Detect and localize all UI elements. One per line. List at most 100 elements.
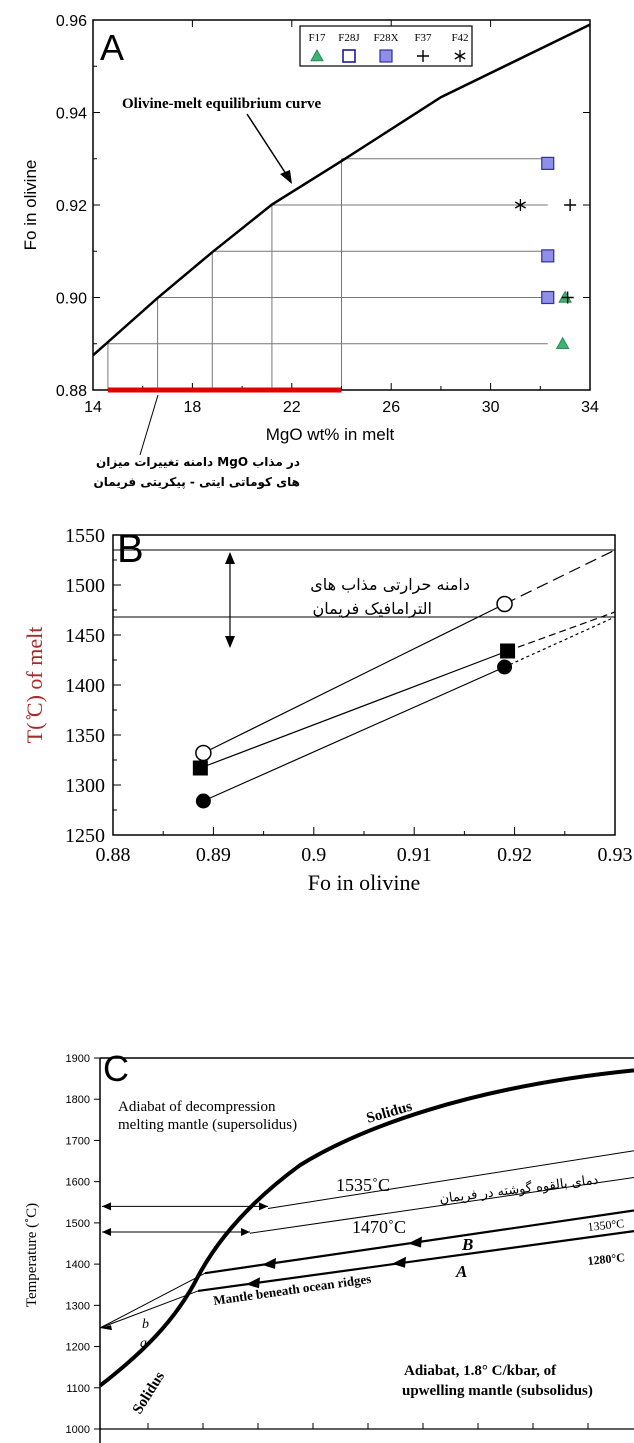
panel-b-point <box>192 760 208 776</box>
panel-a-legend-label: F17 <box>308 32 326 44</box>
panel-c-arrowhead-b-1 <box>262 1257 276 1269</box>
panel-c-adiabat-1470 <box>249 1177 634 1234</box>
panel-c-ytick-label: 1300 <box>66 1300 90 1312</box>
panel-c-adiabat-super-1: Adiabat of decompression <box>118 1099 276 1115</box>
panel-c-arrowhead-left <box>100 1325 112 1331</box>
panel-c-t1470: 1470˚C <box>352 1217 406 1237</box>
panel-a-ytick-label: 0.92 <box>56 198 87 215</box>
panel-b-ylabel: T( ̊C) of melt <box>22 627 47 744</box>
panel-b-ytick-label: 1350 <box>65 725 105 747</box>
panel-c-adiabat-sub-1: Adiabat, 1.8° C/kbar, of <box>404 1363 557 1379</box>
panel-c-arrow-1470-head-left <box>102 1227 111 1236</box>
panel-b-ytick-label: 1250 <box>65 825 105 847</box>
panel-a-legend-symbol <box>342 49 356 63</box>
panel-c-small-a: a <box>140 1336 147 1351</box>
panel-a-legend-symbol <box>310 48 324 62</box>
panel-b-extension-line <box>504 549 616 605</box>
panel-c-letter: C <box>103 1048 129 1089</box>
panel-b-ytick-label: 1450 <box>65 625 105 647</box>
panel-c-arrowhead-b-2 <box>408 1236 422 1248</box>
panel-b-xtick-label: 0.9 <box>301 844 326 866</box>
panel-a-range-note-line1: دامنه تغییرات میزان MgO در مذاب <box>96 455 300 469</box>
panel-b-ytick-label: 1400 <box>65 675 105 697</box>
panel-c-line-a <box>99 1290 199 1329</box>
panel-c-adiabat-super-2: melting mantle (supersolidus) <box>118 1117 297 1133</box>
panel-b-xlabel: Fo in olivine <box>308 870 420 895</box>
panel-a-letter: A <box>100 27 124 68</box>
panel-a-xtick-label: 18 <box>184 399 202 416</box>
panel-b-point <box>497 659 513 675</box>
panel-b-series-line <box>200 650 508 769</box>
panel-c-arrow-1535-head-left <box>102 1202 111 1211</box>
panel-a-point-f28x <box>541 249 555 263</box>
panel-a-equilibrium-curve <box>92 23 591 357</box>
panel-a-range-pointer <box>139 394 159 456</box>
panel-b-xtick-label: 0.88 <box>96 844 131 866</box>
panel-b-letter: B <box>117 527 144 571</box>
panel-b-chart: 0.88 0.89 0.9 0.91 0.92 0.93 1250 1300 1350 1400 1… <box>0 500 634 1045</box>
panel-c-ytick-label: 1400 <box>66 1259 90 1271</box>
panel-b-extension-line <box>504 616 616 668</box>
panel-c-adiabat-a <box>197 1230 634 1292</box>
panel-b-ytick-label: 1550 <box>65 525 105 547</box>
panel-a-arrowhead <box>280 170 292 184</box>
panel-a-ytick-label: 0.94 <box>56 106 87 123</box>
panel-b-point <box>500 643 516 659</box>
panel-a-legend-label: F37 <box>414 32 432 44</box>
panel-b-ytick-label: 1300 <box>65 775 105 797</box>
panel-b-series-line <box>203 603 505 754</box>
panel-c-small-b: b <box>142 1317 149 1332</box>
panel-b-arrowhead-up <box>225 552 235 564</box>
panel-b-xtick-label: 0.89 <box>196 844 231 866</box>
panel-b-extension-line <box>507 611 616 652</box>
panel-c-axes <box>99 1057 634 1443</box>
panel-a-point-f42 <box>514 199 526 211</box>
panel-a-chart: 14 18 22 26 30 34 0.88 0.90 0.92 0.94 0.96 A F17 F2… <box>0 0 634 500</box>
panel-a-legend-symbol <box>379 49 393 63</box>
panel-a-point-f17 <box>555 336 570 350</box>
panel-a-xtick-label: 30 <box>482 399 500 416</box>
panel-b-xtick-label: 0.93 <box>598 844 633 866</box>
panel-c-arrowhead-a-2 <box>392 1256 406 1268</box>
panel-b-point <box>496 595 513 613</box>
panel-a-legend-label: F28J <box>338 32 360 44</box>
panel-a-legend-symbol <box>417 50 429 62</box>
panel-b-xtick-label: 0.92 <box>497 844 532 866</box>
panel-c-adiabat-sub-2: upwelling mantle (subsolidus) <box>402 1383 593 1399</box>
panel-a-xtick-label: 34 <box>581 399 599 416</box>
panel-a-curve-label: Olivine-melt equilibrium curve <box>122 96 321 112</box>
panel-a-range-note: دامنه تغییرات میزان MgO در مذاب های کومات… <box>94 455 300 490</box>
panel-c-line-b <box>99 1272 206 1329</box>
panel-c-ytick-label: 1200 <box>66 1342 90 1354</box>
panel-c-ytick-label: 1800 <box>66 1094 90 1106</box>
panel-a-xtick-label: 26 <box>382 399 400 416</box>
panel-c-b-label: B <box>461 1235 473 1254</box>
panel-a-xtick-label: 14 <box>84 399 102 416</box>
panel-a-point-f28x <box>541 156 555 170</box>
panel-c-ytick-label: 1500 <box>66 1218 90 1230</box>
panel-b-range-note-line1: دامنه حرارتی مذاب های <box>310 575 470 595</box>
panel-a-point-f37 <box>561 291 574 304</box>
panel-c-ytick-label: 1000 <box>66 1424 90 1436</box>
panel-c-ytick-label: 1100 <box>66 1383 90 1395</box>
panel-c-ytick-label: 1900 <box>66 1053 90 1065</box>
panel-c-adiabat-1535 <box>267 1150 634 1209</box>
panel-a-curve-arrow <box>246 113 291 181</box>
panel-b-range-note-line2: الترامافیک فریمان <box>312 599 432 619</box>
panel-c-arrowhead-a-1 <box>246 1277 260 1289</box>
panel-c-arrow-1535-head-right <box>259 1202 268 1211</box>
panel-b-range-note: دامنه حرارتی مذاب های الترامافیک فریمان <box>310 575 470 619</box>
panel-a-point-f37 <box>564 199 577 211</box>
panel-b-xtick-label: 0.91 <box>397 844 432 866</box>
panel-c-solidus <box>98 1068 634 1388</box>
panel-a-legend: F17 F28J F28X F37 F42 <box>299 25 473 67</box>
panel-c-arrow-1470-head-right <box>241 1227 250 1236</box>
panel-a-legend-label: F28X <box>373 32 398 44</box>
panel-c-ytick-label: 1700 <box>66 1135 90 1147</box>
panel-b-point <box>195 744 212 762</box>
panel-c-ytick-label: 1600 <box>66 1177 90 1189</box>
panel-b-ytick-label: 1500 <box>65 575 105 597</box>
panel-a-legend-label: F42 <box>451 32 468 44</box>
panel-c-t1535: 1535˚C <box>336 1175 390 1195</box>
